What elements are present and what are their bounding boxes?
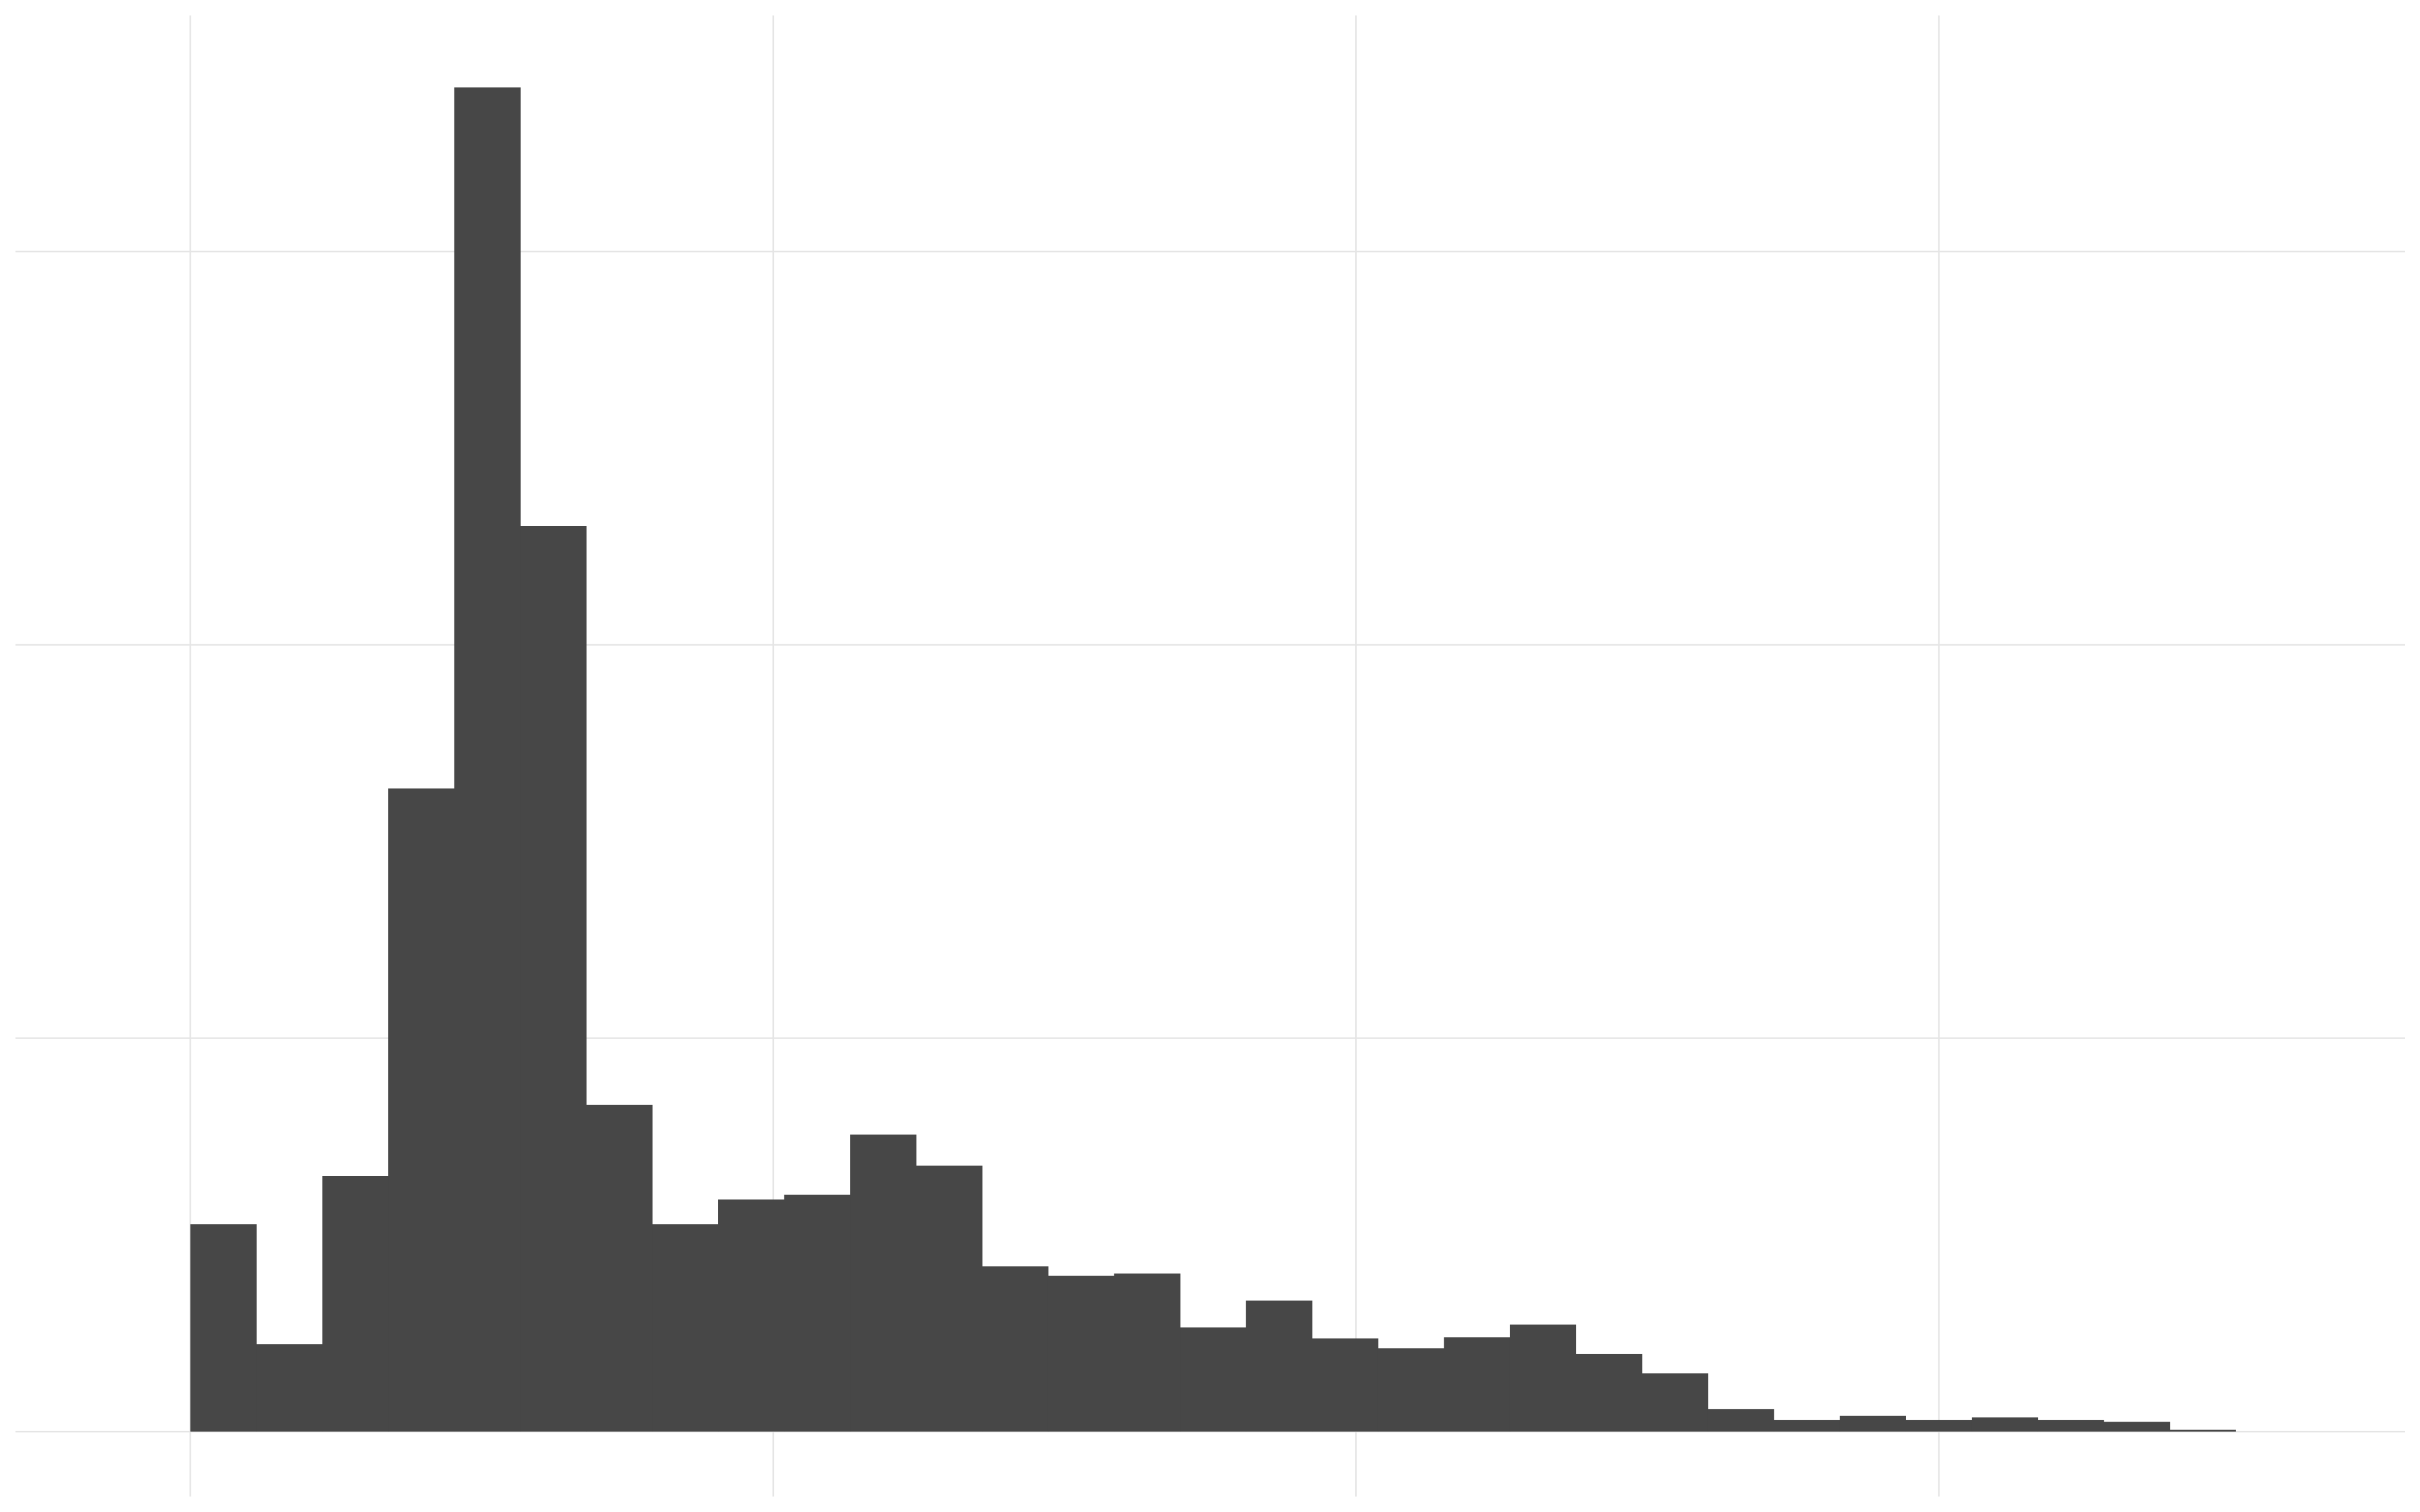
- histogram-bar-27: [1971, 1417, 2039, 1432]
- histogram-bar-18: [1377, 1348, 1444, 1432]
- histogram-bar-8: [718, 1199, 785, 1432]
- histogram-bar-13: [1047, 1276, 1115, 1432]
- bars-layer: [190, 87, 2236, 1432]
- histogram-bar-16: [1246, 1300, 1312, 1432]
- histogram-bar-0: [190, 1224, 257, 1432]
- histogram-bar-19: [1444, 1337, 1511, 1432]
- histogram-bar-2: [322, 1175, 389, 1432]
- histogram-bar-17: [1312, 1338, 1379, 1432]
- histogram-bar-7: [652, 1224, 719, 1432]
- histogram-bar-4: [454, 87, 521, 1432]
- histogram-bar-26: [1906, 1420, 1972, 1432]
- histogram-bar-30: [2169, 1429, 2236, 1432]
- histogram-bar-12: [982, 1266, 1049, 1432]
- histogram-bar-28: [2037, 1420, 2104, 1432]
- histogram-bar-11: [916, 1165, 982, 1432]
- histogram-bar-24: [1774, 1420, 1841, 1432]
- histogram-bar-5: [520, 525, 587, 1432]
- histogram-bar-20: [1509, 1324, 1577, 1432]
- histogram-bar-15: [1180, 1327, 1247, 1432]
- histogram-bar-1: [256, 1344, 323, 1432]
- histogram-bar-10: [850, 1134, 917, 1432]
- histogram-bar-3: [388, 788, 455, 1432]
- histogram-bar-23: [1707, 1409, 1774, 1432]
- histogram-bar-22: [1642, 1373, 1709, 1432]
- histogram-bar-6: [586, 1104, 653, 1432]
- histogram-bar-25: [1839, 1415, 1906, 1432]
- histogram-bar-29: [2104, 1422, 2171, 1432]
- histogram-bar-21: [1576, 1354, 1642, 1432]
- histogram-bar-9: [784, 1194, 851, 1432]
- histogram-bar-14: [1114, 1273, 1181, 1432]
